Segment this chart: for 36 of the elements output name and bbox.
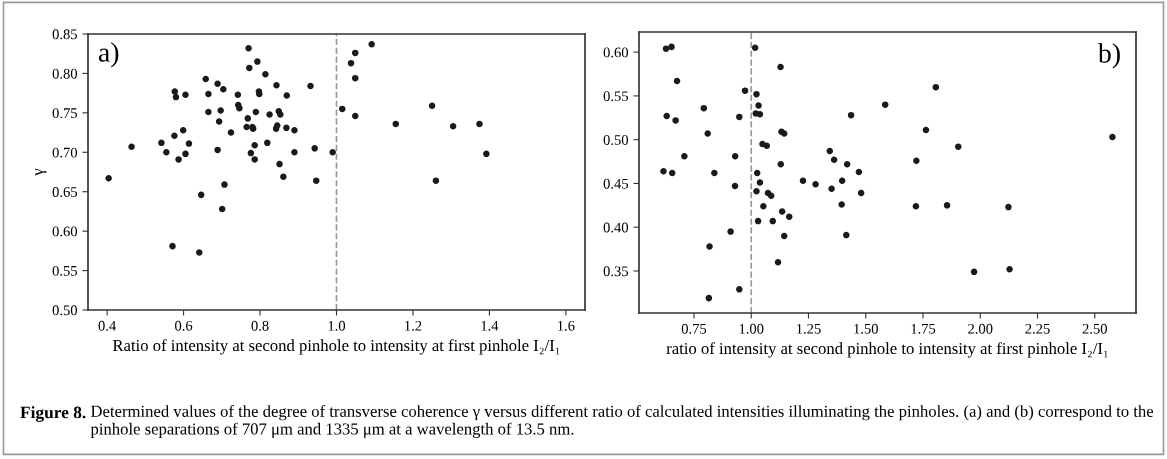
y-tick-label: 0.60 (603, 47, 629, 58)
x-tick-label: 0.6 (175, 320, 193, 331)
x-tick-label: 1.6 (558, 320, 575, 331)
y-tick-label: 0.75 (52, 108, 78, 119)
x-tick-label: 0.8 (251, 320, 269, 331)
y-tick-label: 0.40 (603, 222, 629, 233)
x-tick-label: 2.00 (968, 323, 993, 334)
y-tick-label: 0.60 (52, 226, 78, 237)
y-tick-label: 0.45 (603, 178, 629, 189)
x-tick-label: 0.4 (98, 320, 116, 331)
x-tick-label: 1.2 (405, 320, 422, 331)
x-tick-label: 1.50 (854, 323, 878, 334)
annotation: a) (98, 42, 119, 68)
y-tick-label: 0.35 (603, 266, 629, 277)
x-axis-title: ratio of intensity at second pinhole to intensity at first pinhole I₂/I₁ (666, 342, 1108, 358)
y-tick-label: 0.50 (603, 135, 629, 145)
y-tick-label: 0.65 (52, 187, 78, 197)
x-tick-label: 1.4 (481, 320, 499, 331)
y-axis-title: γ (35, 168, 47, 176)
x-tick-label: 2.50 (1082, 323, 1107, 334)
x-tick-label: 1.25 (797, 323, 821, 334)
y-tick-label: 0.55 (603, 91, 629, 102)
x-tick-label: 0.75 (681, 323, 707, 334)
x-tick-label: 1.75 (911, 323, 936, 334)
x-tick-label: 1.0 (328, 320, 346, 331)
y-tick-label: 0.50 (52, 305, 78, 316)
y-tick-label: 0.80 (52, 68, 78, 79)
caption: Figure 8. (20, 406, 86, 422)
y-tick-label: 0.70 (52, 147, 78, 158)
x-tick-label: 2.25 (1025, 323, 1050, 334)
x-axis-title: Ratio of intensity at second pinhole to intensity at first pinhole I₂/I₁ (112, 339, 560, 355)
text: Determined values of the degree of transverse coherence γ versus different ratio of calculated intensities illuminating the pinholes. (a) and (b) correspond to the pinhole separations of 707 μm and 1335 μm at a wavelength of 13.5 nm. (90, 405, 1154, 439)
x-tick-label: 1.00 (739, 323, 764, 334)
y-tick-label: 0.85 (52, 29, 78, 40)
y-tick-label: 0.55 (52, 265, 78, 276)
annotation: b) (1097, 43, 1120, 69)
